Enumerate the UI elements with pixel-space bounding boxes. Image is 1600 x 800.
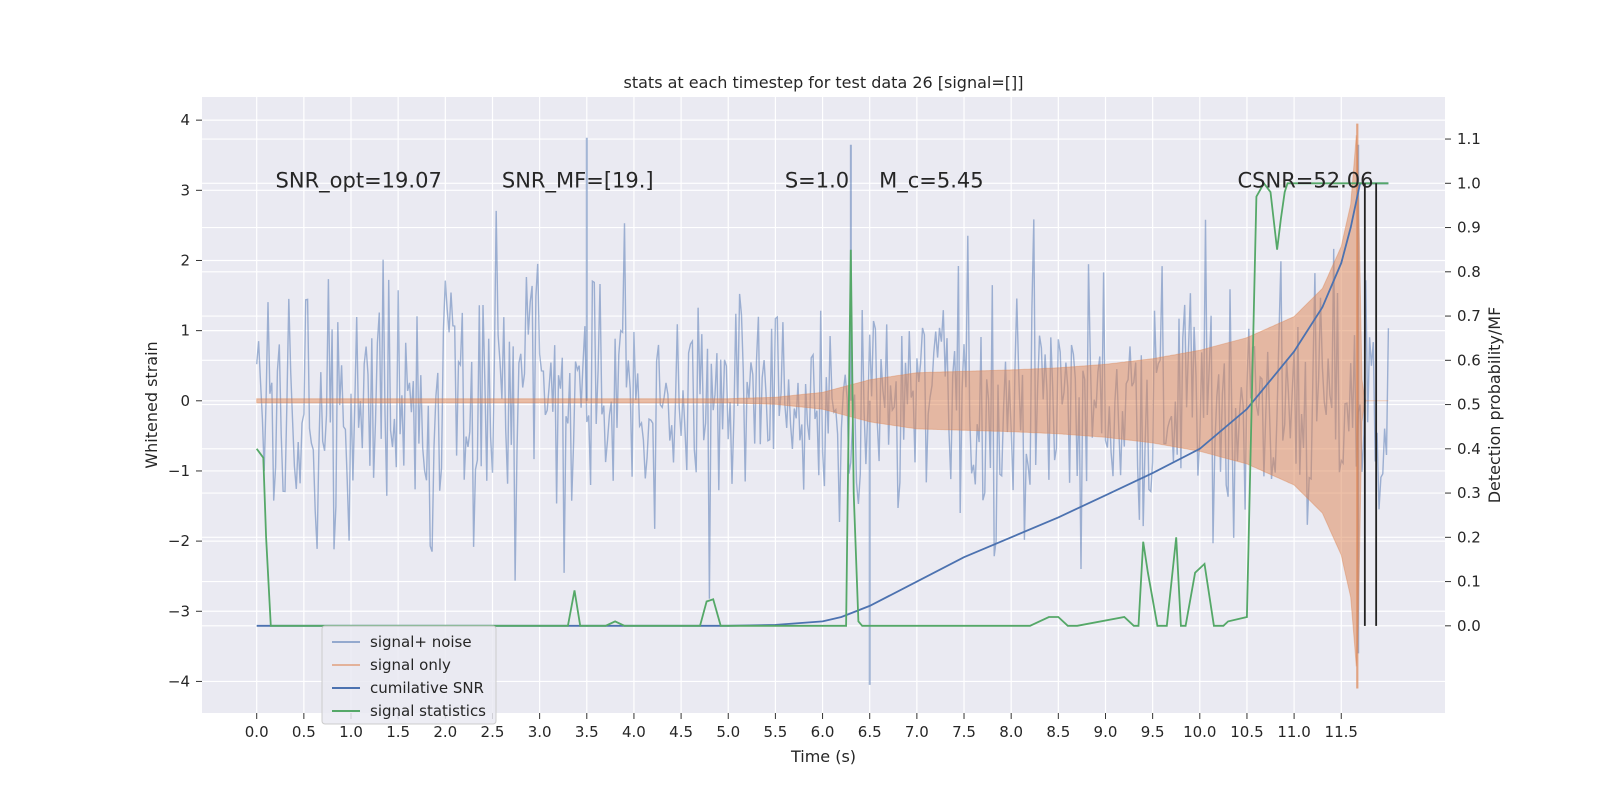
x-tick-label: 11.0	[1277, 723, 1310, 741]
annotation: M_c=5.45	[879, 168, 984, 193]
x-tick-label: 2.5	[481, 723, 505, 741]
y-tick-label-left: 4	[180, 111, 190, 129]
y-tick-label-right: 1.0	[1457, 174, 1481, 192]
x-tick-label: 1.5	[386, 723, 410, 741]
signal-only-envelope	[256, 135, 1389, 667]
annotation: CSNR=52.06	[1238, 168, 1374, 192]
annotations: SNR_opt=19.07 SNR_MF=[19.] S=1.0 M_c=5.45 CS…	[276, 168, 1374, 193]
x-tick-label: 1.0	[339, 723, 363, 741]
y-tick-label-right: 0.5	[1457, 396, 1481, 414]
x-tick-label: 8.0	[999, 723, 1023, 741]
annotation: SNR_opt=19.07	[276, 168, 442, 193]
x-axis-label: Time (s)	[790, 747, 856, 766]
x-tick-label: 6.0	[811, 723, 835, 741]
y-tick-label-right: 0.1	[1457, 573, 1481, 591]
x-tick-label: 9.0	[1094, 723, 1118, 741]
y-tick-label-right: 0.0	[1457, 617, 1481, 635]
y-tick-label-left: 1	[180, 322, 190, 340]
annotation: SNR_MF=[19.]	[502, 168, 654, 193]
series-signal-statistics	[255, 181, 1389, 627]
series-signal-only	[256, 123, 1389, 689]
annotation: S=1.0	[785, 168, 849, 192]
legend-label: signal statistics	[370, 702, 486, 720]
y-tick-label-left: 3	[180, 181, 190, 199]
y-tick-label-right: 0.7	[1457, 307, 1481, 325]
x-tick-label: 3.0	[528, 723, 552, 741]
legend-label: signal only	[370, 656, 451, 674]
y-axis-label-left: Whitened strain	[142, 341, 161, 468]
y-tick-label-right: 0.9	[1457, 219, 1481, 237]
series-layer	[255, 123, 1390, 689]
y-tick-label-right: 0.4	[1457, 440, 1481, 458]
y-tick-label-right: 0.8	[1457, 263, 1481, 281]
chart-title: stats at each timestep for test data 26 …	[624, 73, 1024, 92]
x-tick-label: 2.0	[433, 723, 457, 741]
x-tick-label: 4.0	[622, 723, 646, 741]
x-tick-label: 7.0	[905, 723, 929, 741]
x-tick-label: 4.5	[669, 723, 693, 741]
x-tick-label: 7.5	[952, 723, 976, 741]
legend-label: signal+ noise	[370, 633, 472, 651]
grid	[202, 97, 1445, 713]
x-tick-label: 10.5	[1230, 723, 1263, 741]
axes: 0.0 0.5 1.0 1.5 2.0 2.5 3.0 3.5 4.0 4.5 5.0 5.5 6.0 6…	[168, 111, 1481, 741]
x-tick-label: 5.5	[763, 723, 787, 741]
legend: signal+ noise signal only cumilative SNR si…	[321, 625, 497, 725]
series-cumulative-snr	[256, 182, 1389, 627]
y-tick-label-right: 0.2	[1457, 528, 1481, 546]
y-tick-label-right: 0.6	[1457, 351, 1481, 369]
x-tick-label: 8.5	[1046, 723, 1070, 741]
y-tick-label-left: −3	[168, 602, 190, 620]
x-tick-label: 0.5	[292, 723, 316, 741]
x-tick-label: 6.5	[858, 723, 882, 741]
x-tick-label: 5.0	[716, 723, 740, 741]
y-tick-label-right: 0.3	[1457, 484, 1481, 502]
y-tick-label-left: −1	[168, 462, 190, 480]
x-tick-label: 3.5	[575, 723, 599, 741]
x-tick-label: 11.5	[1325, 723, 1358, 741]
y-tick-label-left: −4	[168, 672, 190, 690]
x-tick-label: 0.0	[245, 723, 269, 741]
y-tick-label-left: 2	[180, 251, 190, 269]
legend-label: cumilative SNR	[370, 679, 484, 697]
x-tick-label: 10.0	[1183, 723, 1216, 741]
y-axis-label-right: Detection probability/MF	[1485, 307, 1504, 504]
y-tick-label-right: 1.1	[1457, 130, 1481, 148]
y-tick-label-left: 0	[180, 392, 190, 410]
x-tick-label: 9.5	[1141, 723, 1165, 741]
legend-box	[321, 625, 497, 725]
y-tick-label-left: −2	[168, 532, 190, 550]
